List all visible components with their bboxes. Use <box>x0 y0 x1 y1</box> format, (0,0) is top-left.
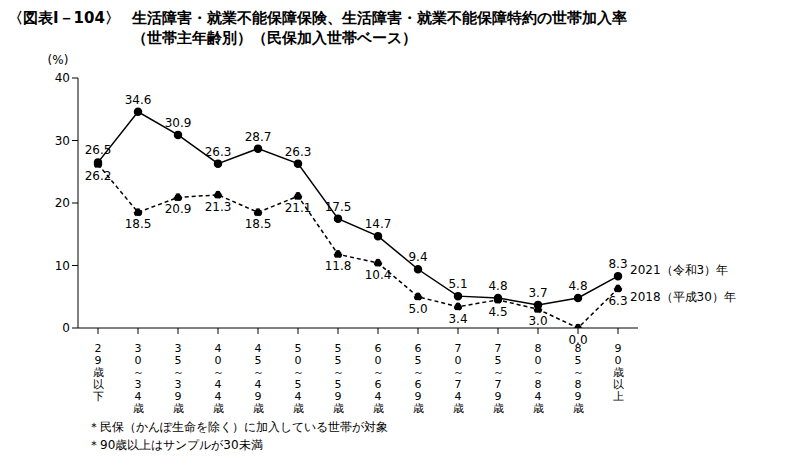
svg-text:26.5: 26.5 <box>85 143 112 157</box>
svg-text:8.3: 8.3 <box>608 257 627 271</box>
svg-text:75～79歳: 75～79歳 <box>493 342 504 415</box>
svg-text:26.3: 26.3 <box>205 145 232 159</box>
svg-text:3.0: 3.0 <box>528 314 547 328</box>
svg-text:26.2: 26.2 <box>85 169 112 183</box>
svg-text:(%): (%) <box>48 53 69 67</box>
svg-text:18.5: 18.5 <box>125 217 152 231</box>
svg-text:40～44歳: 40～44歳 <box>213 342 224 415</box>
svg-text:21.3: 21.3 <box>205 200 232 214</box>
svg-text:26.3: 26.3 <box>285 145 312 159</box>
svg-text:35～39歳: 35～39歳 <box>173 342 184 415</box>
html-text:〈図表Ⅰ－104〉: 〈図表Ⅰ－104〉 <box>8 9 120 27</box>
svg-text:3.4: 3.4 <box>448 312 467 326</box>
svg-text:85～89歳: 85～89歳 <box>573 342 584 415</box>
svg-text:65～69歳: 65～69歳 <box>413 342 424 415</box>
svg-text:55～59歳: 55～59歳 <box>333 342 344 415</box>
svg-text:50～54歳: 50～54歳 <box>293 342 304 415</box>
svg-text:90歳以上: 90歳以上 <box>613 342 624 403</box>
svg-text:30.9: 30.9 <box>165 116 192 130</box>
svg-text:0: 0 <box>62 321 70 335</box>
svg-text:4.5: 4.5 <box>488 305 507 319</box>
svg-text:9.4: 9.4 <box>408 250 427 264</box>
svg-text:10: 10 <box>55 259 70 273</box>
svg-text:2021（令和3）年: 2021（令和3）年 <box>630 263 728 277</box>
svg-text:80～84歳: 80～84歳 <box>533 342 544 415</box>
svg-text:29歳以下: 29歳以下 <box>93 342 104 403</box>
svg-text:20: 20 <box>55 196 70 210</box>
svg-text:60～64歳: 60～64歳 <box>373 342 384 415</box>
svg-text:70～74歳: 70～74歳 <box>453 342 464 415</box>
svg-text:3.7: 3.7 <box>528 286 547 300</box>
svg-text:28.7: 28.7 <box>245 130 272 144</box>
svg-text:6.3: 6.3 <box>608 294 627 308</box>
svg-text:4.8: 4.8 <box>488 279 507 293</box>
svg-text:5.1: 5.1 <box>448 277 467 291</box>
svg-text:18.5: 18.5 <box>245 217 272 231</box>
svg-text:5.0: 5.0 <box>408 302 427 316</box>
svg-text:0.0: 0.0 <box>568 333 587 347</box>
svg-text:20.9: 20.9 <box>165 202 192 216</box>
svg-text:21.1: 21.1 <box>285 201 312 215</box>
svg-text:11.8: 11.8 <box>325 259 352 273</box>
svg-text:17.5: 17.5 <box>325 200 352 214</box>
html-text:＊90歳以上はサンプルが30未満: ＊90歳以上はサンプルが30未満 <box>88 438 263 452</box>
svg-text:45～49歳: 45～49歳 <box>253 342 264 415</box>
svg-text:30: 30 <box>55 134 70 148</box>
svg-text:30～34歳: 30～34歳 <box>133 342 144 415</box>
svg-text:10.4: 10.4 <box>365 268 392 282</box>
svg-text:4.8: 4.8 <box>568 279 587 293</box>
svg-text:40: 40 <box>55 71 70 85</box>
html-text:生活障害・就業不能保障保険、生活障害・就業不能保障特約の世帯: 生活障害・就業不能保障保険、生活障害・就業不能保障特約の世帯加入率（世帯主年齢別… <box>131 9 627 47</box>
svg-text:34.6: 34.6 <box>125 93 152 107</box>
svg-text:14.7: 14.7 <box>365 217 392 231</box>
html-text:＊民保（かんぽ生命を除く）に加入している世帯が対象: ＊民保（かんぽ生命を除く）に加入している世帯が対象 <box>88 420 388 434</box>
svg-text:2018（平成30）年: 2018（平成30）年 <box>630 290 736 304</box>
